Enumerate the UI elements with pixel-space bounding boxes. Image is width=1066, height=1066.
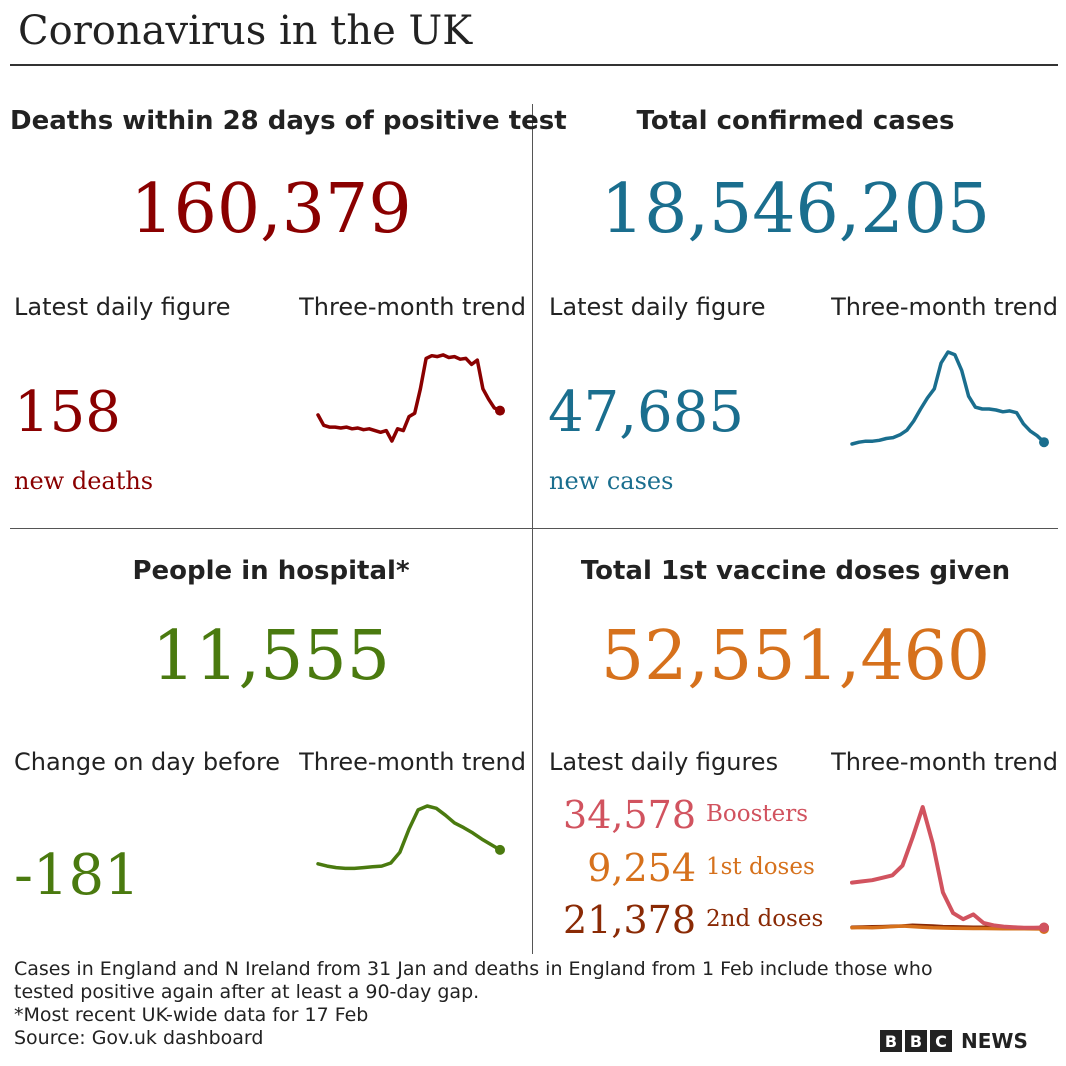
bbc-news-wordmark: NEWS [961, 1029, 1028, 1053]
vaccine-trend-label: Three-month trend [831, 748, 1058, 776]
deaths-total: 160,379 [130, 170, 412, 249]
cases-trend-label: Three-month trend [831, 293, 1058, 321]
vaccine-daily-label: Latest daily figures [549, 748, 779, 776]
footnote-line: Cases in England and N Ireland from 31 J… [14, 958, 933, 980]
hospital-trend-label: Three-month trend [299, 748, 526, 776]
hospital-trend-sparkline [316, 804, 505, 871]
title-rule [10, 64, 1058, 66]
deaths-daily-label: Latest daily figure [14, 293, 231, 321]
deaths-trend-sparkline [316, 353, 505, 443]
first-doses-value: 9,254 [587, 846, 696, 890]
horizontal-divider [10, 528, 1058, 529]
vaccine-trend-sparkline [850, 805, 1049, 934]
hospital-total: 11,555 [152, 617, 390, 696]
bbc-logo-letter: B [880, 1030, 902, 1052]
second-doses-label: 2nd doses [706, 906, 824, 932]
footnotes: Cases in England and N Ireland from 31 J… [14, 958, 1054, 1050]
deaths-panel-title: Deaths within 28 days of positive test [10, 106, 567, 136]
bbc-logo-letter: C [930, 1030, 952, 1052]
vaccine-panel-title: Total 1st vaccine doses given [580, 556, 1011, 586]
hospital-panel-title: People in hospital* [132, 556, 410, 586]
second-doses-value: 21,378 [563, 898, 696, 942]
boosters-value: 34,578 [563, 793, 696, 837]
boosters-trend-end-point [1039, 922, 1049, 933]
hospital-daily-label: Change on day before [14, 748, 281, 776]
deaths-trend-end-point [495, 405, 505, 416]
deaths-trend-label: Three-month trend [299, 293, 526, 321]
vaccine-total: 52,551,460 [600, 617, 991, 696]
hospital-daily-value: -181 [14, 843, 140, 908]
cases-trend-line [850, 350, 1046, 446]
cases-daily-value: 47,685 [548, 380, 744, 445]
cases-daily-text: new cases [549, 467, 674, 495]
hospital-trend-line [316, 804, 502, 871]
deaths-daily-value: 158 [14, 380, 121, 445]
cases-daily-label: Latest daily figure [549, 293, 766, 321]
cases-total: 18,546,205 [600, 170, 991, 249]
hospital-trend-end-point [495, 844, 505, 855]
boosters-trend-line [850, 805, 1046, 930]
bbc-news-logo: B B C NEWS [880, 1029, 1028, 1053]
deaths-daily-text: new deaths [14, 467, 154, 495]
cases-panel-title: Total confirmed cases [636, 106, 955, 136]
vertical-divider [532, 104, 533, 954]
first-doses-label: 1st doses [706, 854, 815, 880]
boosters-label: Boosters [706, 801, 809, 827]
footnote-line: *Most recent UK-wide data for 17 Feb [14, 1004, 369, 1026]
cases-trend-end-point [1039, 437, 1049, 448]
footnote-line: tested positive again after at least a 9… [14, 981, 480, 1003]
source-line: Source: Gov.uk dashboard [14, 1027, 264, 1049]
page-title: Coronavirus in the UK [18, 8, 473, 54]
bbc-logo-letter: B [905, 1030, 927, 1052]
deaths-trend-line [316, 353, 502, 443]
cases-trend-sparkline [850, 350, 1049, 448]
